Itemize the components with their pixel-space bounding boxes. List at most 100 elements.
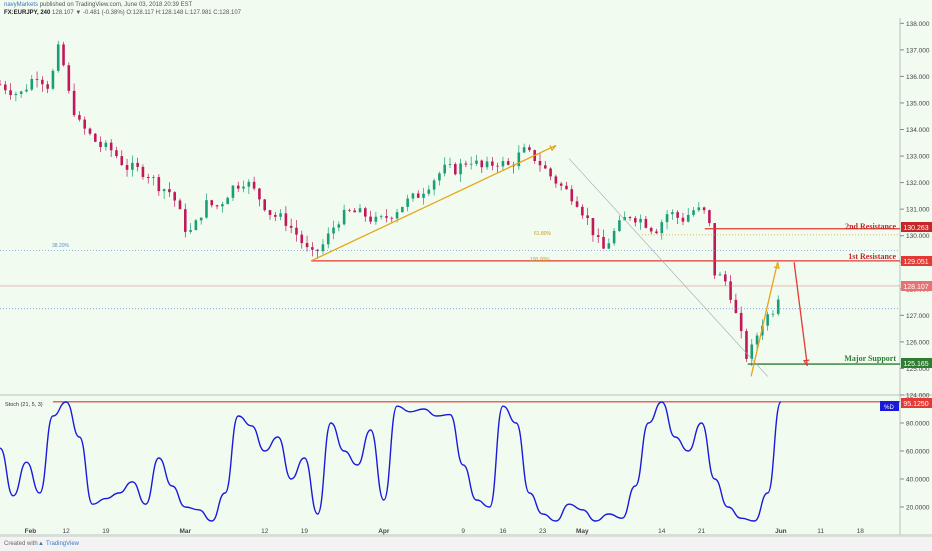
candle-body bbox=[369, 216, 372, 222]
candle-body bbox=[517, 152, 521, 167]
publisher-name[interactable]: navyMarkets bbox=[4, 2, 39, 8]
candle-body bbox=[745, 331, 748, 359]
candle-body bbox=[469, 163, 473, 165]
candle-body bbox=[475, 160, 478, 164]
candle-body bbox=[448, 164, 452, 165]
candle-body bbox=[401, 206, 404, 213]
stoch-tick-label: 20.0000 bbox=[906, 505, 930, 512]
candle-body bbox=[729, 281, 732, 300]
price-tick-label: 137.000 bbox=[906, 47, 930, 54]
candle-body bbox=[62, 44, 65, 66]
candle-body bbox=[326, 233, 330, 245]
candle-body bbox=[676, 212, 679, 218]
candle-body bbox=[342, 209, 346, 225]
candle-body bbox=[242, 186, 245, 189]
candle-body bbox=[78, 115, 81, 120]
rebound-arrow bbox=[750, 262, 779, 377]
candle-body bbox=[395, 212, 399, 219]
candle-body bbox=[83, 119, 87, 129]
candle-body bbox=[146, 176, 150, 179]
candle-body bbox=[279, 213, 282, 217]
candle-body bbox=[686, 214, 690, 222]
candle-body bbox=[72, 90, 76, 116]
quote: 128.107 ▼ -0.481 (-0.38%) O:128.117 H:12… bbox=[52, 10, 241, 16]
price-tick-label: 136.000 bbox=[906, 74, 930, 81]
time-tick-label: 12 bbox=[63, 528, 71, 535]
candle-body bbox=[702, 207, 706, 211]
tradingview-link[interactable]: TradingView bbox=[46, 541, 80, 547]
candle-body bbox=[411, 193, 415, 199]
candle-body bbox=[559, 183, 563, 186]
time-tick-label: 21 bbox=[698, 528, 706, 535]
candle-body bbox=[708, 210, 711, 224]
candle-body bbox=[162, 189, 166, 192]
candle-body bbox=[374, 216, 378, 222]
candle-body bbox=[379, 216, 383, 217]
time-tick-label: Jun bbox=[775, 528, 787, 535]
candle-body bbox=[0, 84, 2, 86]
candle-body bbox=[660, 222, 664, 234]
first-resistance-label: 1st Resistance bbox=[848, 252, 896, 261]
candle-body bbox=[734, 299, 738, 313]
candle-body bbox=[19, 91, 23, 94]
candle-body bbox=[205, 200, 208, 218]
time-tick-label: May bbox=[576, 528, 589, 535]
second-resistance-badge bbox=[901, 222, 932, 232]
candle-body bbox=[644, 218, 648, 228]
candle-body bbox=[453, 164, 457, 175]
stoch-value-badge bbox=[901, 398, 932, 408]
candle-body bbox=[723, 274, 727, 282]
candle-body bbox=[236, 185, 240, 189]
support-badge bbox=[901, 358, 932, 368]
candle-body bbox=[649, 227, 653, 232]
candle-body bbox=[602, 236, 605, 249]
major-support-label: Major Support bbox=[844, 354, 896, 363]
candle-body bbox=[549, 168, 552, 177]
time-tick-label: 19 bbox=[102, 528, 110, 535]
candle-body bbox=[501, 161, 505, 167]
stoch-d-line bbox=[0, 401, 782, 522]
price-tick-label: 130.000 bbox=[906, 233, 930, 240]
candle-body bbox=[311, 247, 314, 250]
candles bbox=[0, 40, 780, 366]
drop-arrow-head bbox=[802, 359, 810, 367]
footer: Created with ▲ TradingView bbox=[0, 536, 932, 551]
price-tick-label: 134.000 bbox=[906, 127, 930, 134]
grid bbox=[0, 18, 932, 536]
tradingview-logo-icon[interactable]: ▲ bbox=[38, 541, 44, 547]
created-with: Created with bbox=[4, 541, 38, 547]
candle-body bbox=[591, 218, 595, 236]
candle-body bbox=[639, 218, 642, 223]
symbol: FX:EURJPY, 240 bbox=[4, 10, 51, 16]
candle-body bbox=[125, 165, 129, 170]
candle-body bbox=[618, 220, 621, 231]
candle-body bbox=[496, 165, 499, 167]
candle-body bbox=[210, 200, 214, 206]
candle-body bbox=[750, 344, 754, 359]
candle-body bbox=[300, 234, 304, 244]
stoch-value: 95.1250 bbox=[903, 401, 928, 408]
candle-body bbox=[464, 163, 468, 165]
stoch-tick-label: 60.0000 bbox=[906, 449, 930, 456]
last-price: 128.107 bbox=[903, 284, 928, 291]
candle-body bbox=[432, 180, 436, 190]
candle-body bbox=[358, 208, 362, 213]
candle-body bbox=[173, 192, 177, 201]
time-tick-label: Mar bbox=[180, 528, 192, 535]
time-tick-label: 9 bbox=[461, 528, 465, 535]
candle-body bbox=[194, 220, 198, 231]
candle-body bbox=[485, 161, 489, 168]
candle-body bbox=[56, 44, 60, 71]
candle-body bbox=[538, 160, 542, 166]
candle-body bbox=[543, 165, 547, 169]
candle-body bbox=[570, 189, 574, 202]
candle-body bbox=[766, 314, 769, 326]
price-tick-label: 133.000 bbox=[906, 154, 930, 161]
candle-body bbox=[263, 199, 267, 211]
stoch-d-legend: %D bbox=[884, 405, 894, 411]
candle-body bbox=[575, 201, 579, 207]
uptrend-arrow-head bbox=[549, 145, 557, 152]
candle-body bbox=[337, 224, 341, 228]
candle-body bbox=[120, 156, 124, 166]
overlays bbox=[0, 144, 900, 377]
